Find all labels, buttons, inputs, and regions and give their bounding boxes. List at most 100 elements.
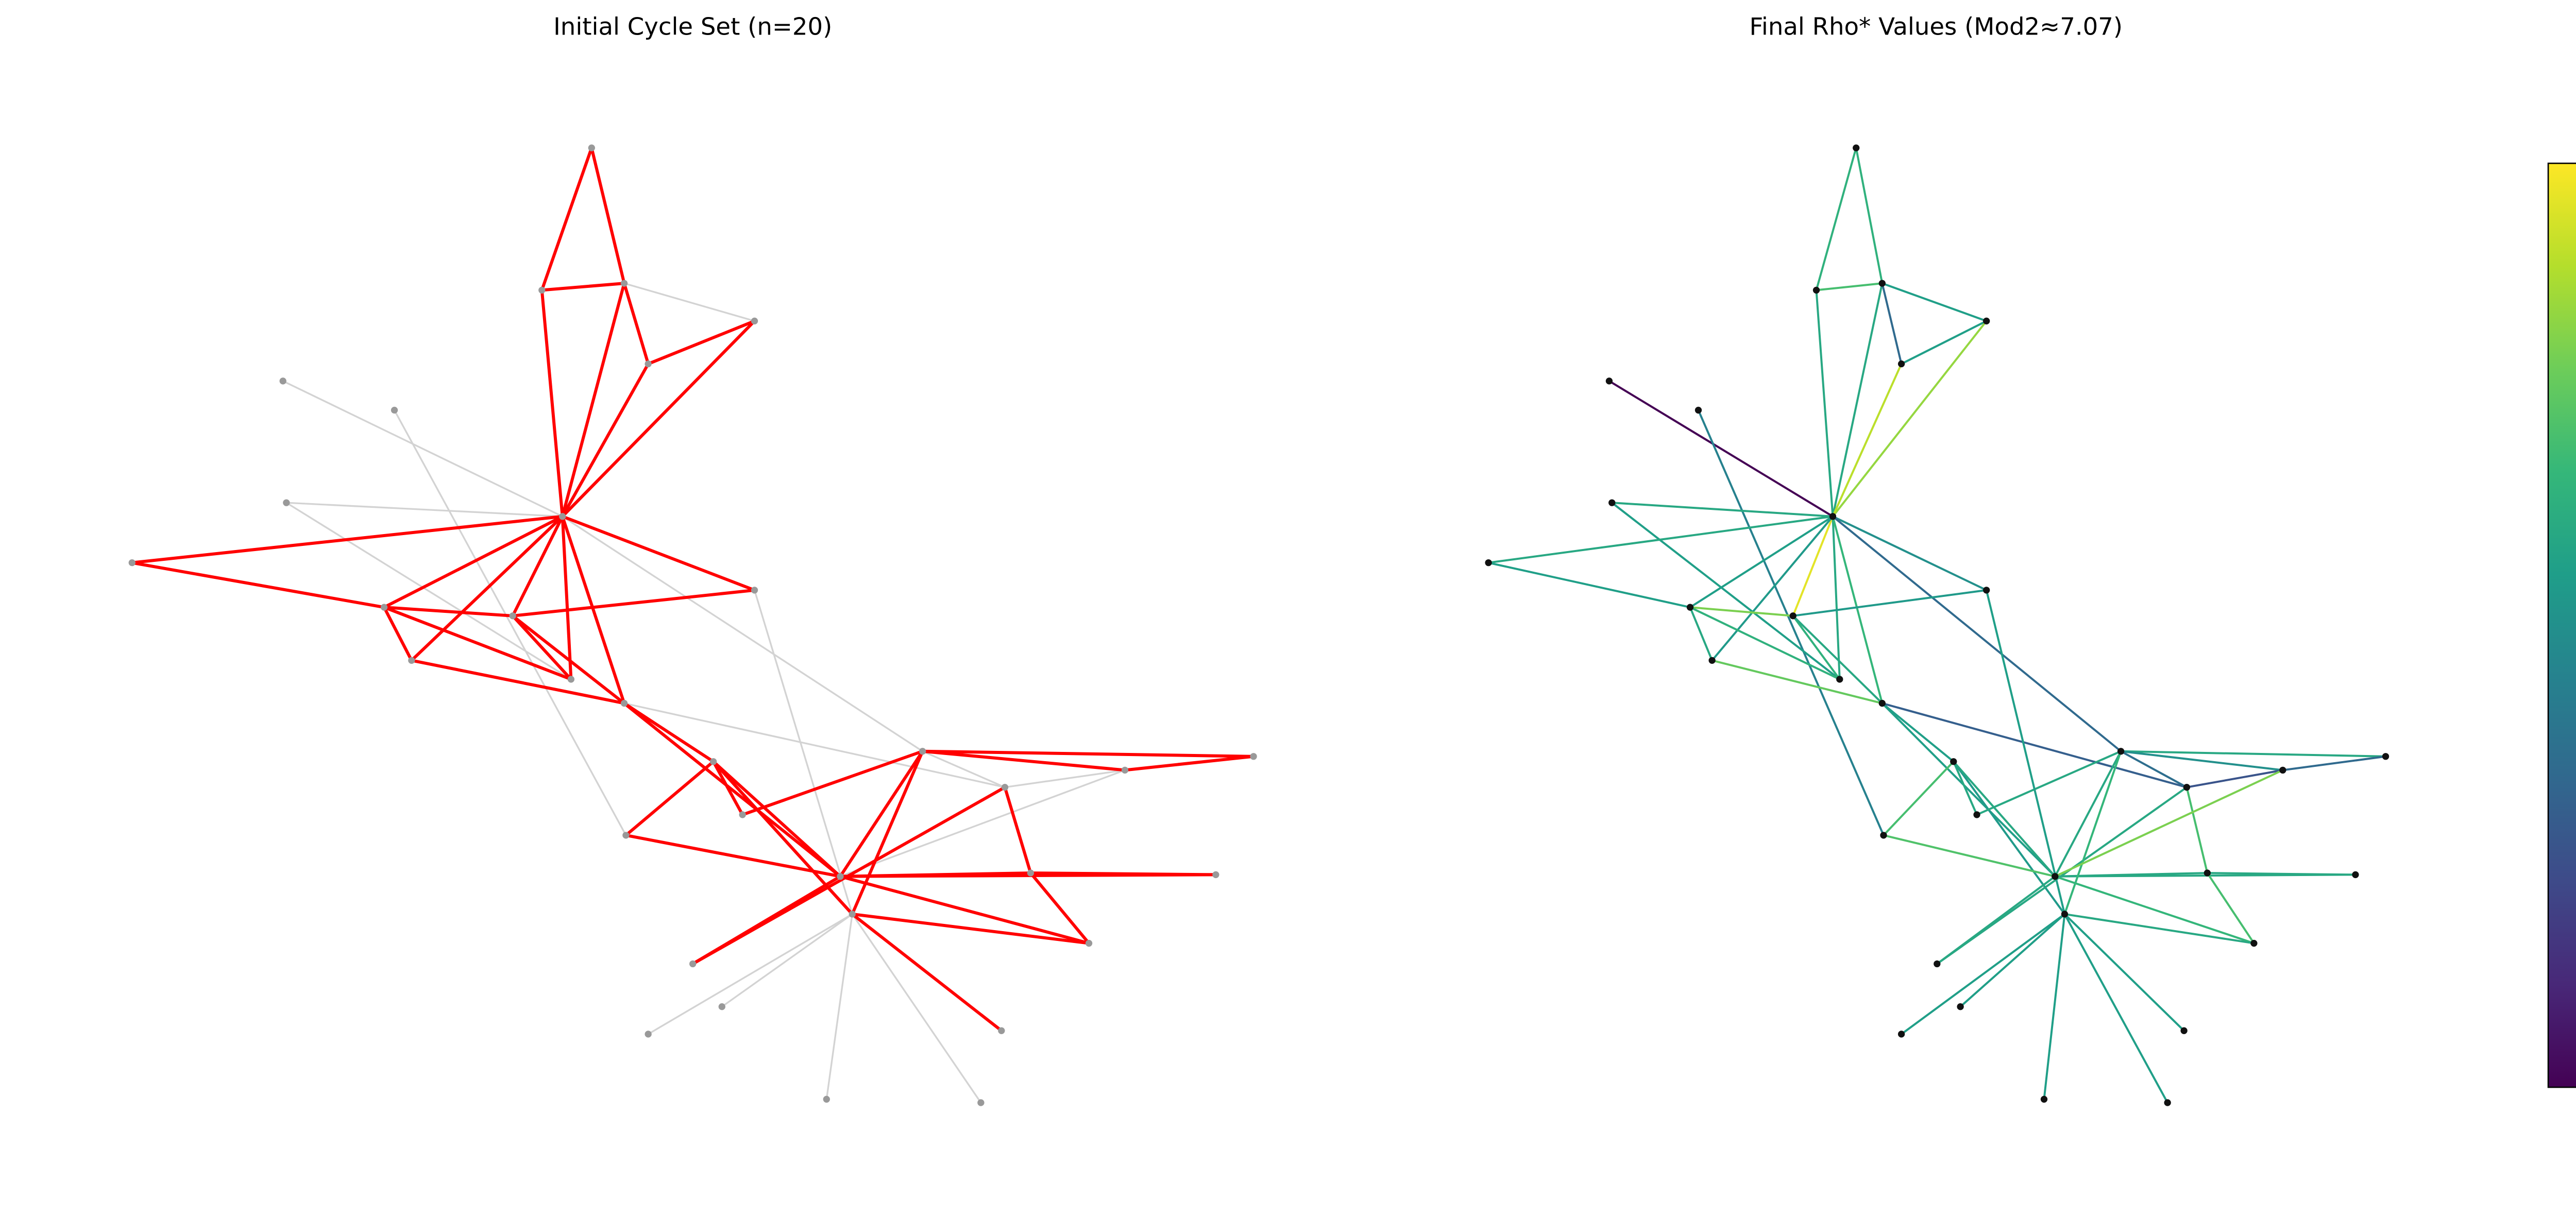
rho-edge	[1815, 147, 1857, 290]
cycle-edge	[922, 749, 1254, 758]
rho-edge	[1952, 761, 1978, 815]
cycle-edge	[384, 606, 513, 617]
rho-edge	[2054, 750, 2122, 877]
edge	[1005, 769, 1125, 788]
node	[283, 499, 290, 506]
node	[1950, 758, 1957, 765]
cycle-edge	[624, 760, 715, 837]
node	[1973, 811, 1980, 818]
node	[1878, 280, 1886, 287]
cycle-edge	[540, 147, 594, 291]
chart-title: Final Rho* Values (Mod2≈7.07)	[1750, 12, 2123, 40]
rho-edge	[1936, 876, 2056, 965]
edge	[922, 750, 1006, 788]
node	[1708, 657, 1716, 664]
rho-edge	[1608, 380, 1834, 518]
cycle-edge	[382, 606, 413, 661]
node	[2180, 1027, 2188, 1034]
node	[567, 676, 575, 683]
node	[1485, 559, 1492, 567]
rho-edge	[2063, 914, 2168, 1104]
rho-edge	[1689, 516, 1834, 608]
cycle-edge	[1125, 754, 1254, 772]
cycle-edge	[648, 319, 755, 366]
node	[1789, 612, 1797, 620]
node	[408, 657, 415, 664]
rho-edge	[1816, 282, 1883, 291]
node	[645, 360, 652, 368]
cycle-edge	[622, 283, 650, 365]
node	[1880, 832, 1887, 839]
node	[919, 748, 926, 755]
node	[1027, 869, 1035, 877]
node	[2117, 748, 2125, 755]
edge	[753, 590, 853, 915]
rho-edge	[1832, 283, 1884, 517]
rho-edge	[1985, 590, 2066, 915]
edge	[624, 282, 755, 322]
node	[2382, 753, 2389, 760]
rho-edge	[1881, 283, 1903, 364]
cycle-edge	[383, 515, 564, 609]
node	[837, 873, 844, 880]
cycle-edge	[383, 606, 572, 681]
node	[279, 378, 286, 385]
rho-edge	[2121, 750, 2283, 771]
rho-edge	[1953, 761, 2056, 878]
cycle-edge	[131, 561, 385, 609]
rho-edge	[1882, 702, 2187, 788]
node	[1001, 784, 1009, 791]
node	[2250, 939, 2258, 947]
node	[2052, 873, 2059, 880]
rho-edge	[1901, 320, 1987, 365]
cycle-edge	[561, 283, 626, 517]
rho-edge	[1611, 502, 1840, 680]
rho-edge	[1883, 834, 2056, 878]
node	[1934, 960, 1941, 968]
edge	[648, 913, 853, 1035]
cycle-edge	[511, 614, 572, 680]
edge	[286, 502, 563, 518]
node	[718, 1003, 725, 1010]
rho-edge	[1953, 761, 2066, 915]
cycle-edge	[1003, 786, 1032, 873]
node	[1085, 939, 1093, 947]
node	[1686, 604, 1694, 611]
node	[2279, 766, 2286, 774]
node	[1957, 1003, 1964, 1010]
node	[709, 758, 717, 765]
rho-edge	[1832, 515, 1987, 591]
cycle-edge	[562, 514, 755, 592]
cycle-edge	[623, 702, 715, 763]
node	[538, 286, 546, 294]
node	[2183, 784, 2191, 791]
cycle-edge	[625, 833, 841, 878]
cycle-edge	[851, 913, 1003, 1032]
edge	[285, 502, 572, 680]
node	[1836, 676, 1843, 683]
chart-title: Initial Cycle Set (n=20)	[553, 12, 832, 40]
node	[998, 1027, 1005, 1034]
rho-edge	[1832, 363, 1903, 517]
rho-edge	[1488, 561, 1690, 609]
cycle-edge	[692, 875, 841, 966]
node	[1121, 766, 1129, 774]
node	[689, 960, 697, 968]
node	[622, 832, 630, 839]
rho-edge	[2064, 913, 2185, 1032]
cycle-edge	[541, 282, 624, 292]
rho-edge	[1612, 502, 1833, 518]
rho-edge	[1881, 702, 2056, 878]
edge	[721, 913, 853, 1008]
cycle-edge	[851, 750, 924, 915]
node	[1605, 378, 1613, 385]
rho-edge	[1976, 750, 2122, 816]
rho-edge	[1697, 409, 1885, 836]
node	[2352, 871, 2359, 879]
node	[128, 559, 135, 567]
edge	[840, 769, 1126, 878]
node	[1608, 499, 1616, 506]
rho-edge	[1711, 516, 1834, 661]
colorbar	[2547, 162, 2576, 1088]
